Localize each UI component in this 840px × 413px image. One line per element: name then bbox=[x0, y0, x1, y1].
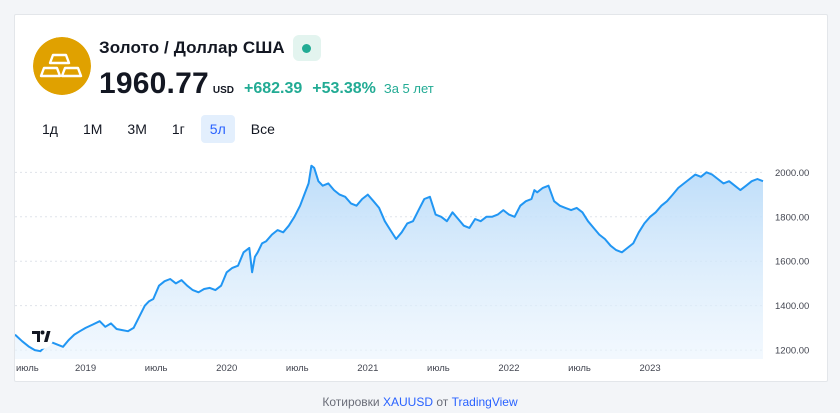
range-tab-all[interactable]: Все bbox=[250, 121, 275, 137]
y-tick-label: 2000.00 bbox=[775, 168, 809, 179]
x-tick-label: июль bbox=[145, 363, 168, 374]
x-tick-label: июль bbox=[568, 363, 591, 374]
change-period-label: За 5 лет bbox=[383, 81, 434, 96]
price-area-fill bbox=[15, 165, 763, 359]
y-tick-label: 1400.00 bbox=[775, 301, 809, 312]
currency-label: USD bbox=[212, 85, 234, 96]
price-change-percent: +53.38% bbox=[312, 80, 376, 97]
x-tick-label: 2021 bbox=[357, 363, 378, 374]
x-tick-label: 2020 bbox=[216, 363, 237, 374]
y-tick-label: 1800.00 bbox=[775, 212, 809, 223]
price-chart[interactable]: 1200.00 1400.00 1600.00 1800.00 2000.00 июль… bbox=[15, 155, 827, 381]
range-tab-1d[interactable]: 1д bbox=[42, 121, 58, 137]
last-price: 1960.77 bbox=[99, 67, 209, 100]
range-tab-1y[interactable]: 1г bbox=[171, 121, 185, 137]
y-tick-label: 1600.00 bbox=[775, 257, 809, 268]
tradingview-logo[interactable] bbox=[26, 323, 54, 349]
range-tab-3m[interactable]: 3М bbox=[127, 121, 147, 137]
gold-bars-icon bbox=[33, 37, 91, 95]
x-tick-label: 2023 bbox=[640, 363, 661, 374]
x-tick-label: июль bbox=[427, 363, 450, 374]
x-tick-label: 2022 bbox=[498, 363, 519, 374]
x-tick-label: 2019 bbox=[75, 363, 96, 374]
symbol-link[interactable]: XAUUSD bbox=[382, 395, 433, 409]
market-open-dot-icon bbox=[302, 43, 312, 53]
symbol-overview-widget: Золото / Доллар США 1960.77 USD +682.39 … bbox=[14, 14, 828, 382]
price-change: +682.39 bbox=[243, 80, 303, 97]
range-tab-5y[interactable]: 5л bbox=[200, 115, 235, 143]
y-tick-label: 1200.00 bbox=[775, 346, 809, 357]
attribution-footer: Котировки XAUUSD от TradingView bbox=[0, 395, 840, 409]
x-tick-label: июль bbox=[16, 363, 39, 374]
range-tabs: 1д 1М 3М 1г 5л Все bbox=[33, 115, 291, 143]
price-series-line[interactable] bbox=[15, 164, 764, 353]
price-row: 1960.77 USD +682.39 +53.38% За 5 лет bbox=[99, 67, 434, 101]
market-status-badge[interactable] bbox=[292, 35, 321, 61]
symbol-title[interactable]: Золото / Доллар США bbox=[99, 38, 285, 57]
symbol-title-row: Золото / Доллар США bbox=[99, 35, 321, 61]
attribution-middle: от bbox=[436, 395, 449, 409]
tradingview-link[interactable]: TradingView bbox=[451, 395, 518, 409]
attribution-prefix: Котировки bbox=[322, 395, 380, 409]
range-tab-1m[interactable]: 1М bbox=[82, 121, 103, 137]
x-tick-label: июль bbox=[286, 363, 309, 374]
